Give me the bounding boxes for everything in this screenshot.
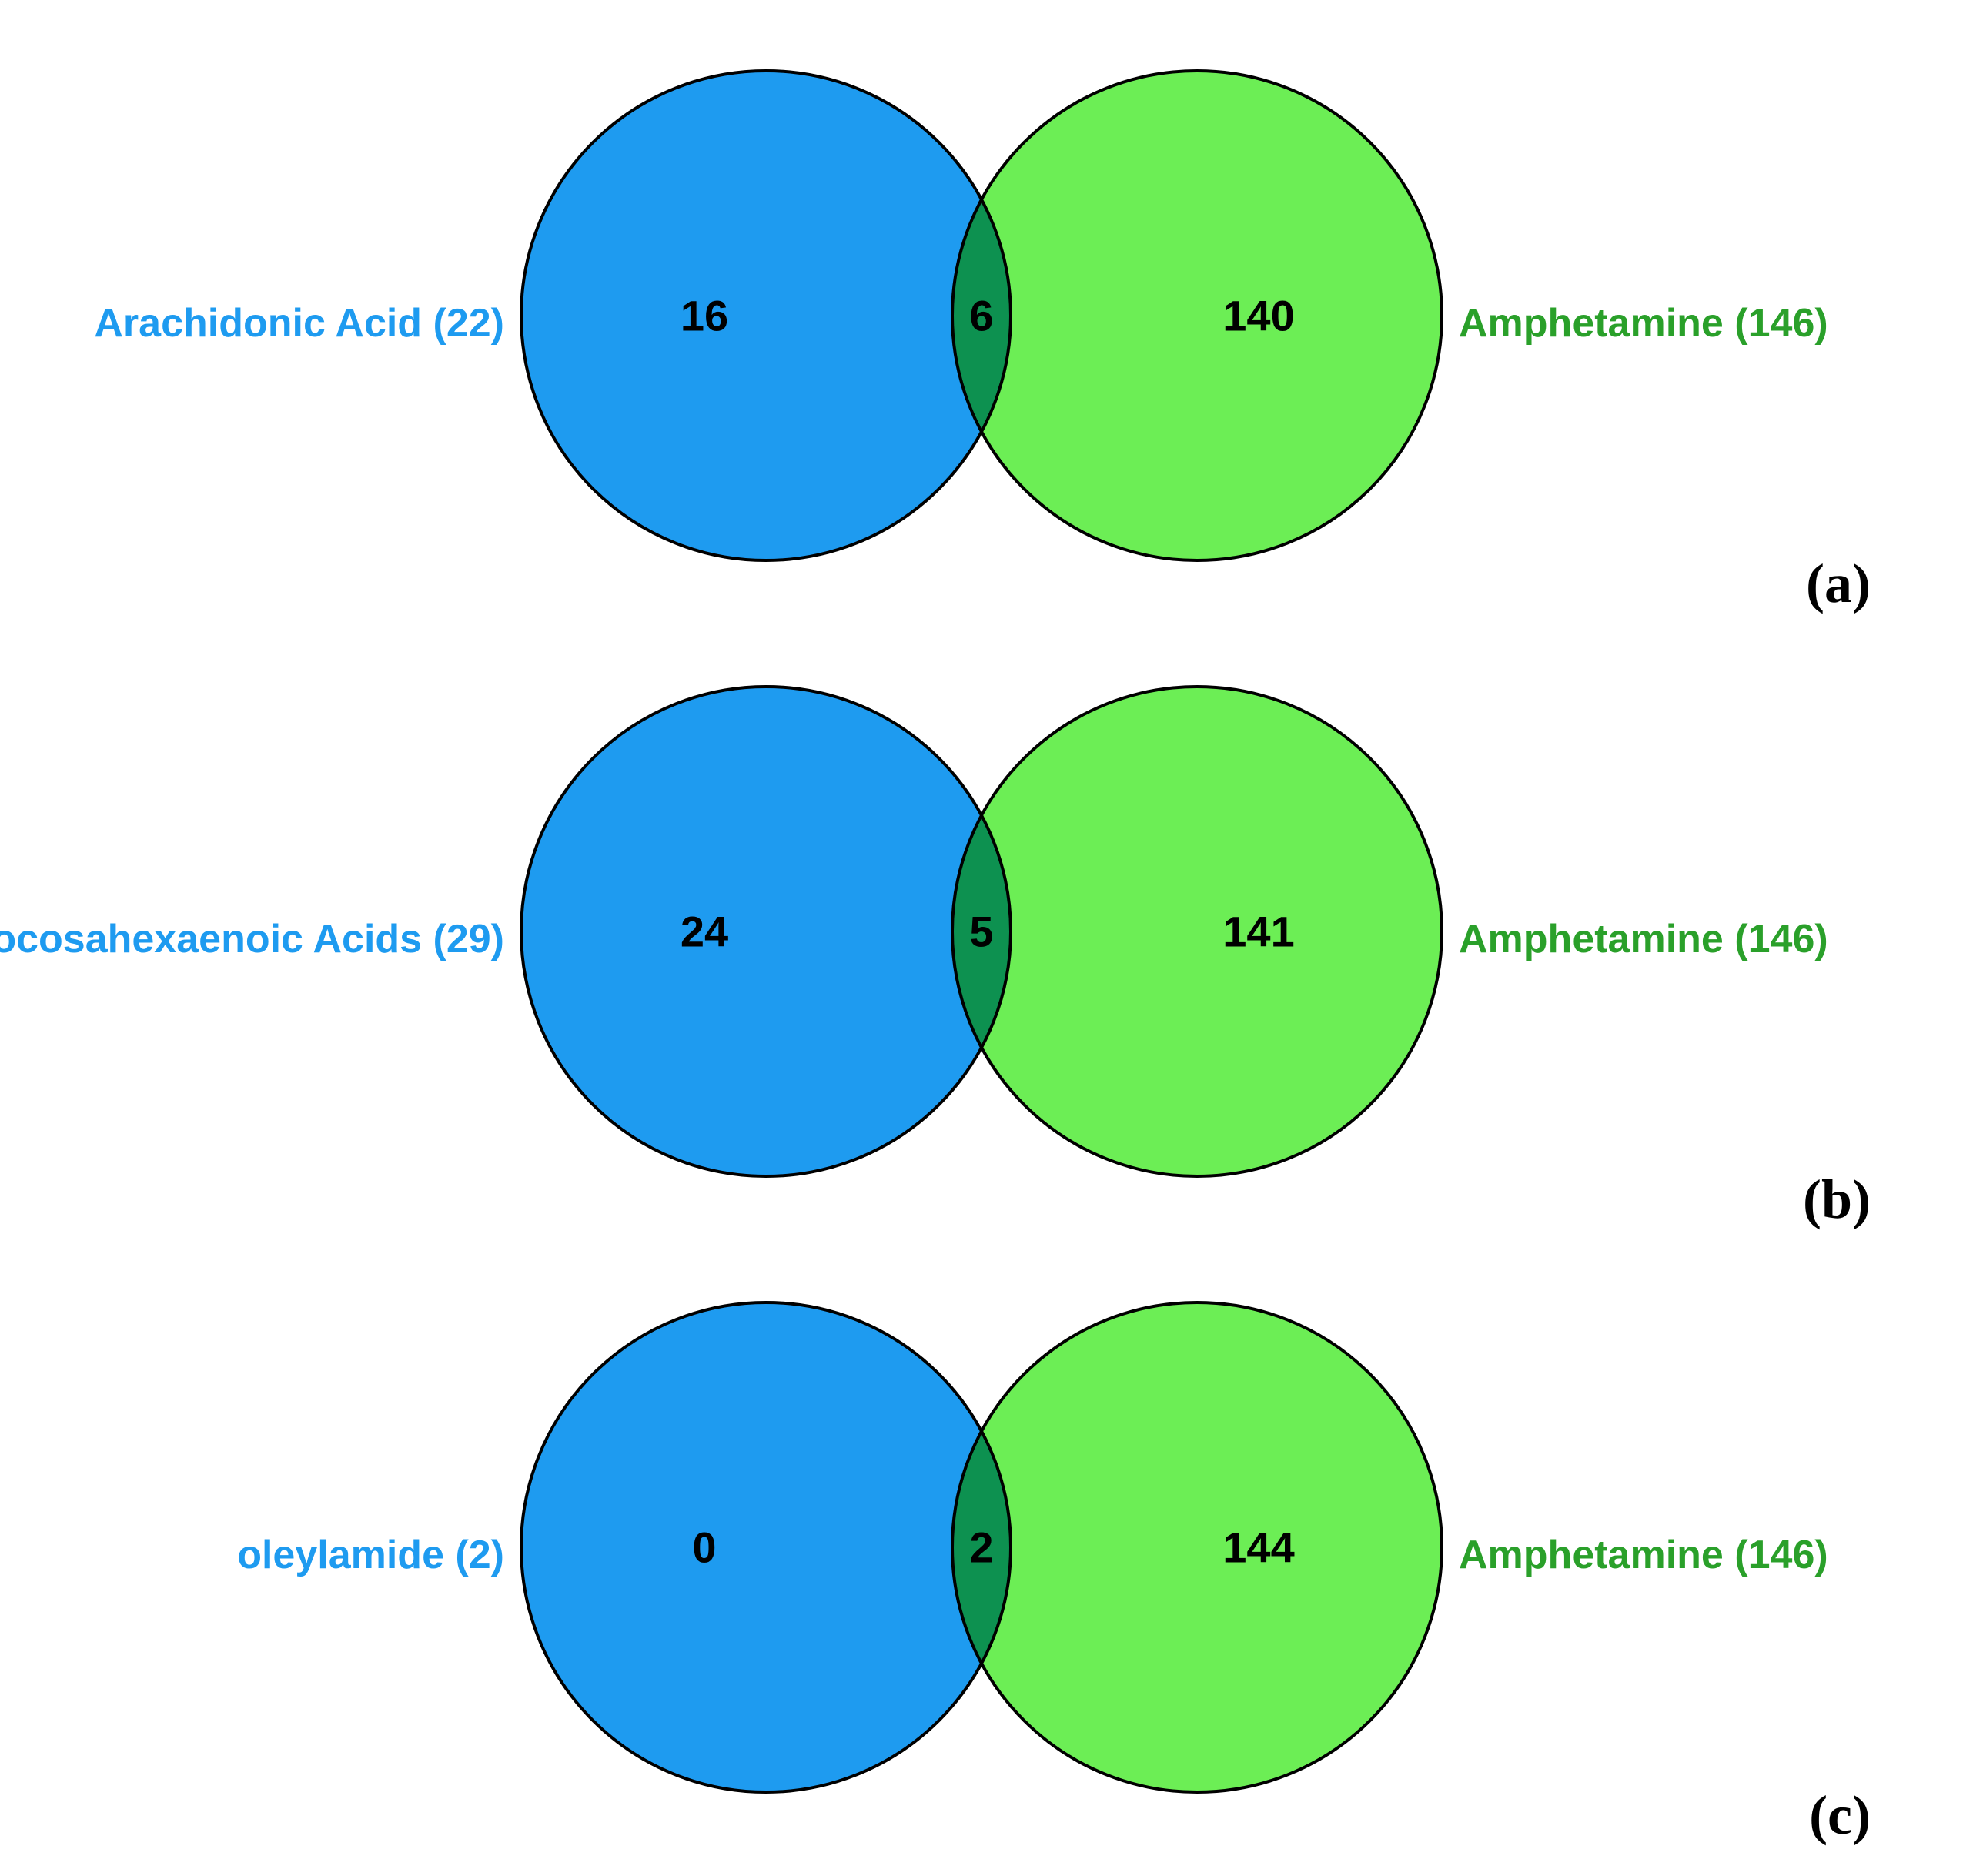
set-label-right: Amphetamine (146) [1459, 916, 1828, 962]
panel-letter: (a) [1806, 552, 1871, 616]
set-label-left: oleylamide (2) [237, 1532, 504, 1578]
venn-wrap: 0 2 144 [520, 1301, 1443, 1794]
panel-letter: (b) [1803, 1168, 1871, 1232]
venn-panel-a: Arachidonic Acid (22) Amphetamine (146) … [0, 31, 1963, 616]
venn-circle-right [951, 685, 1443, 1178]
count-right-only: 141 [1222, 907, 1294, 957]
set-label-left: Arachidonic Acid (22) [94, 300, 504, 346]
count-right-only: 140 [1222, 291, 1294, 341]
venn-circle-right [951, 69, 1443, 562]
set-label-right: Amphetamine (146) [1459, 1532, 1828, 1578]
set-label-left: Docosahexaenoic Acids (29) [0, 916, 504, 962]
count-right-only: 144 [1222, 1523, 1294, 1573]
set-label-right: Amphetamine (146) [1459, 300, 1828, 346]
count-intersection: 6 [969, 291, 993, 341]
venn-panel-c: oleylamide (2) Amphetamine (146) 0 2 144… [0, 1262, 1963, 1848]
count-left-only: 24 [681, 907, 728, 957]
count-intersection: 2 [969, 1523, 993, 1573]
venn-circle-left [520, 685, 1012, 1178]
panel-letter: (c) [1809, 1784, 1871, 1848]
count-left-only: 16 [681, 291, 728, 341]
venn-wrap: 16 6 140 [520, 69, 1443, 562]
venn-circle-right [951, 1301, 1443, 1794]
venn-panel-b: Docosahexaenoic Acids (29) Amphetamine (… [0, 647, 1963, 1232]
venn-wrap: 24 5 141 [520, 685, 1443, 1178]
count-left-only: 0 [692, 1523, 716, 1573]
venn-circle-left [520, 1301, 1012, 1794]
venn-circle-left [520, 69, 1012, 562]
count-intersection: 5 [969, 907, 993, 957]
